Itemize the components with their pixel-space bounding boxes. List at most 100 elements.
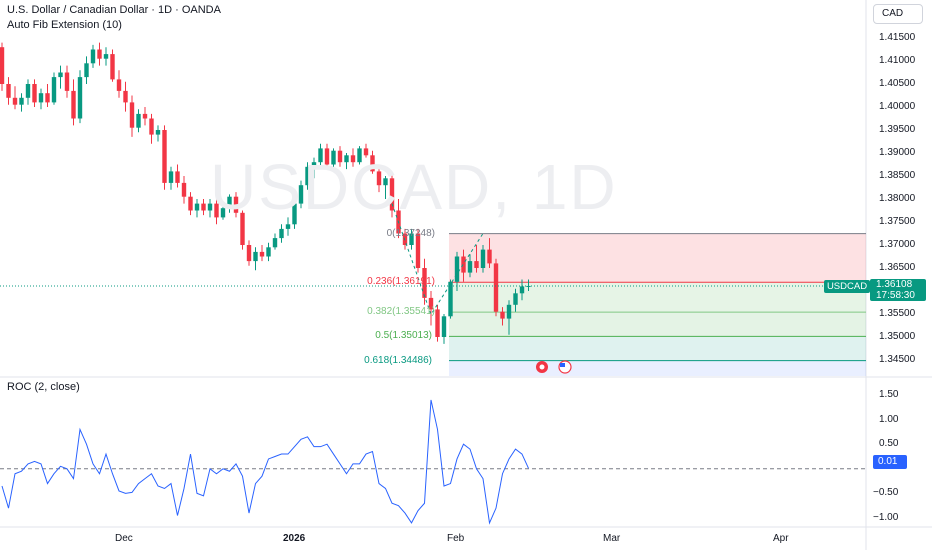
candle-body [246, 245, 252, 262]
candle-body [467, 261, 473, 273]
price-tick: 1.37000 [879, 239, 916, 250]
candle-body [12, 97, 18, 105]
time-tick: Apr [773, 533, 789, 544]
candle-body [409, 233, 414, 245]
overlay [0, 203, 866, 374]
roc-tick: 1.50 [879, 389, 899, 400]
candle-body [513, 293, 518, 305]
candle-body [51, 77, 57, 103]
currency-button[interactable]: CAD [873, 4, 923, 24]
candle-body [103, 54, 109, 59]
price-tick: 1.35500 [879, 308, 916, 319]
candle-body [116, 79, 122, 91]
candle-body [71, 90, 76, 119]
fib-zone-0.382-0.5 [449, 312, 866, 337]
candle-body [188, 196, 193, 211]
candle-body [175, 171, 180, 183]
fib-zone-0-0.236 [449, 233, 866, 283]
candle-body [272, 238, 278, 248]
candle-body [6, 84, 11, 98]
roc-tick: 0.50 [879, 438, 899, 450]
candle-body [480, 249, 486, 268]
price-tick: 1.38000 [879, 193, 916, 204]
candle-body [519, 286, 525, 294]
roc-line [1, 399, 529, 525]
fib-level-label: 0.382(1.35541) [367, 306, 435, 318]
roc-legend[interactable]: ROC (2, close) [7, 381, 80, 393]
candle-body [136, 113, 141, 128]
candle-body [227, 196, 232, 209]
candle-body [389, 178, 395, 211]
candle-body [285, 224, 291, 229]
last-price-value: 1.36108 [876, 279, 913, 290]
symbol-price-tag: USDCAD [824, 280, 870, 293]
candle-body [331, 150, 336, 165]
candle-body [448, 281, 453, 317]
candle-body [461, 256, 466, 273]
candle-body [25, 84, 31, 98]
time-tick: 2026 [283, 533, 306, 544]
candle-body [233, 196, 239, 213]
time-tick: Mar [603, 533, 621, 544]
roc-tick: −1.00 [873, 512, 899, 523]
fib-level-label: 0.236(1.36191) [367, 276, 435, 288]
candle-body [207, 203, 213, 211]
price-tick: 1.39000 [879, 147, 916, 158]
candle-body [110, 54, 115, 80]
candle-body [77, 77, 83, 119]
candle-body [162, 130, 167, 183]
candle-body [123, 90, 128, 103]
candle-body [19, 97, 24, 105]
candle-body [422, 268, 427, 298]
candle-body [266, 247, 271, 257]
candle-body [318, 148, 323, 163]
candle-body [415, 233, 421, 268]
candle-body [181, 182, 187, 197]
candle-body [435, 309, 440, 337]
candle-body [500, 311, 505, 319]
price-tick: 1.37500 [879, 216, 916, 227]
candle-body [363, 148, 369, 156]
candle-body [311, 162, 317, 167]
candle-body [149, 118, 154, 135]
fib-zone-below [449, 360, 866, 376]
price-tick: 1.34500 [879, 354, 916, 365]
candle-body [474, 261, 479, 268]
candle-body [168, 171, 174, 183]
price-tick: 1.35000 [879, 331, 916, 342]
candle-body [129, 102, 135, 128]
candle-body [45, 93, 50, 103]
fib-level-label: 0.618(1.34486) [364, 354, 432, 366]
candle-body [506, 304, 512, 319]
candle-body [454, 256, 460, 282]
candle-body [259, 251, 265, 257]
candle-body [142, 113, 148, 119]
us-flag-icon-canton [560, 363, 565, 367]
indicator-legend[interactable]: Auto Fib Extension (10) [7, 19, 122, 31]
candle-body [493, 263, 499, 312]
candle-body [0, 47, 5, 84]
price-tick: 1.40000 [879, 101, 916, 112]
candle-body [201, 203, 206, 211]
candlestick-series [0, 42, 531, 344]
price-tick: 1.38500 [879, 170, 916, 181]
chart-title[interactable]: U.S. Dollar / Canadian Dollar · 1D · OAN… [7, 4, 221, 16]
candle-body [344, 155, 349, 163]
time-tick: Feb [447, 533, 465, 544]
candle-body [305, 166, 310, 186]
candle-body [240, 212, 245, 245]
candle-body [32, 84, 37, 103]
price-tick: 1.39500 [879, 124, 916, 135]
candle-body [64, 72, 70, 91]
candle-body [298, 185, 304, 204]
bar-countdown: 17:58:30 [876, 290, 915, 301]
price-tick: 1.40500 [879, 78, 916, 89]
candle-body [428, 297, 434, 310]
fib-level-label: 0(1.37248) [386, 227, 435, 239]
candle-body [376, 171, 382, 186]
canada-flag-icon-center [539, 364, 545, 370]
candle-body [97, 49, 102, 59]
candle-body [214, 203, 219, 218]
price-tick: 1.36500 [879, 262, 916, 273]
